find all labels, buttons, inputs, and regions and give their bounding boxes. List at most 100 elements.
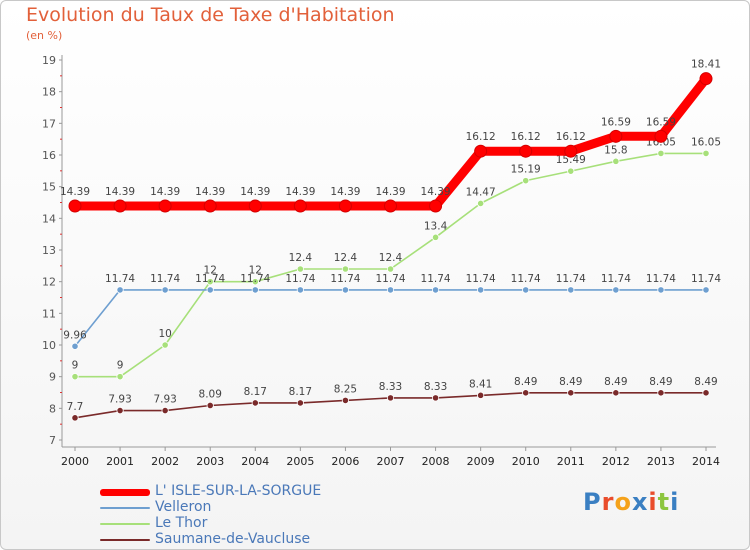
data-label: 8.49 xyxy=(604,376,627,388)
data-point xyxy=(522,286,530,294)
data-label: 16.59 xyxy=(646,116,676,128)
data-label: 16.12 xyxy=(511,131,541,143)
legend-swatch-saumane xyxy=(100,539,150,541)
data-label: 14.39 xyxy=(285,186,315,198)
data-label: 14.39 xyxy=(195,186,225,198)
y-tick-label: 7 xyxy=(49,434,56,447)
data-label: 11.74 xyxy=(601,273,631,285)
data-point xyxy=(206,278,214,286)
data-label: 16.12 xyxy=(466,131,496,143)
data-label: 16.05 xyxy=(691,136,721,148)
data-point xyxy=(567,286,575,294)
data-point xyxy=(386,394,395,402)
data-label: 11.74 xyxy=(330,273,360,285)
data-label: 8.49 xyxy=(694,376,717,388)
data-label: 16.12 xyxy=(556,131,586,143)
data-label: 11.74 xyxy=(511,273,541,285)
data-point xyxy=(203,199,217,213)
x-tick-label: 2003 xyxy=(196,455,224,468)
data-label: 14.47 xyxy=(466,186,496,198)
data-point xyxy=(702,149,710,158)
x-tick-label: 2010 xyxy=(512,455,540,468)
data-point xyxy=(567,167,575,175)
legend-label-velleron: Velleron xyxy=(155,499,212,515)
x-tick-label: 2008 xyxy=(422,455,450,468)
data-label: 9.96 xyxy=(63,329,87,341)
data-label: 11.74 xyxy=(375,273,405,285)
data-label: 10 xyxy=(158,328,171,340)
data-point xyxy=(158,199,172,213)
data-point xyxy=(386,265,395,273)
x-tick-label: 2007 xyxy=(377,455,405,468)
y-tick-label: 19 xyxy=(42,54,56,67)
data-point xyxy=(567,389,575,397)
data-point xyxy=(71,342,79,350)
data-label: 14.39 xyxy=(240,186,270,198)
y-tick-label: 18 xyxy=(42,86,56,99)
y-tick-label: 13 xyxy=(42,244,56,257)
data-label: 11.74 xyxy=(646,273,676,285)
data-point xyxy=(519,144,533,158)
data-label: 15.8 xyxy=(604,144,627,156)
data-label: 12.4 xyxy=(334,252,358,264)
y-tick-label: 15 xyxy=(42,181,56,194)
data-point xyxy=(431,286,440,294)
y-tick-label: 11 xyxy=(42,307,56,320)
data-point xyxy=(429,199,443,213)
data-point xyxy=(116,406,124,415)
data-point xyxy=(474,144,488,158)
data-point xyxy=(71,414,79,422)
data-point xyxy=(386,286,395,294)
legend-label-isle: L' ISLE-SUR-LA-SORGUE xyxy=(155,483,322,499)
data-point xyxy=(612,157,620,165)
data-point xyxy=(657,389,665,397)
data-point xyxy=(251,286,259,294)
data-label: 15.49 xyxy=(556,154,586,166)
data-label: 9 xyxy=(72,360,79,372)
x-tick-label: 2014 xyxy=(692,455,720,468)
data-label: 11.74 xyxy=(105,273,135,285)
data-point xyxy=(612,389,620,397)
data-label: 14.39 xyxy=(375,186,405,198)
data-label: 8.33 xyxy=(379,381,402,393)
x-tick-label: 2009 xyxy=(467,455,495,468)
data-label: 18.41 xyxy=(691,59,721,71)
data-point xyxy=(654,129,668,143)
data-label: 14.39 xyxy=(60,186,90,198)
data-point xyxy=(296,265,304,273)
x-tick-label: 2001 xyxy=(106,455,134,468)
data-point xyxy=(657,149,665,158)
data-label: 11.74 xyxy=(285,273,315,285)
data-point xyxy=(431,394,440,402)
data-point xyxy=(251,278,259,286)
proxiti-logo: Proxiti xyxy=(583,488,679,516)
y-tick-label: 14 xyxy=(42,212,56,225)
data-point xyxy=(657,286,665,294)
data-label: 8.17 xyxy=(244,386,267,398)
y-tick-label: 17 xyxy=(42,117,56,130)
data-point xyxy=(522,177,530,185)
data-label: 7.93 xyxy=(153,394,176,406)
x-tick-label: 2000 xyxy=(61,455,89,468)
y-tick-label: 8 xyxy=(49,402,56,415)
data-label: 8.49 xyxy=(649,376,672,388)
data-label: 7.93 xyxy=(108,394,131,406)
x-tick-label: 2011 xyxy=(557,455,585,468)
y-tick-label: 9 xyxy=(49,371,56,384)
data-label: 11.74 xyxy=(240,273,270,285)
data-label: 8.41 xyxy=(469,378,492,390)
data-label: 12.4 xyxy=(379,252,403,264)
data-point xyxy=(116,286,124,294)
x-tick-label: 2004 xyxy=(241,455,269,468)
data-label: 14.39 xyxy=(421,186,451,198)
legend-swatch-velleron xyxy=(100,507,150,509)
data-label: 16.59 xyxy=(601,116,631,128)
data-point xyxy=(477,391,485,399)
chart-title: Evolution du Taux de Taxe d'Habitation xyxy=(26,4,395,26)
logo-letter: x xyxy=(631,488,649,516)
data-point xyxy=(116,373,124,381)
data-point xyxy=(296,286,304,294)
data-label: 12 xyxy=(204,265,217,277)
data-label: 11.74 xyxy=(195,273,225,285)
